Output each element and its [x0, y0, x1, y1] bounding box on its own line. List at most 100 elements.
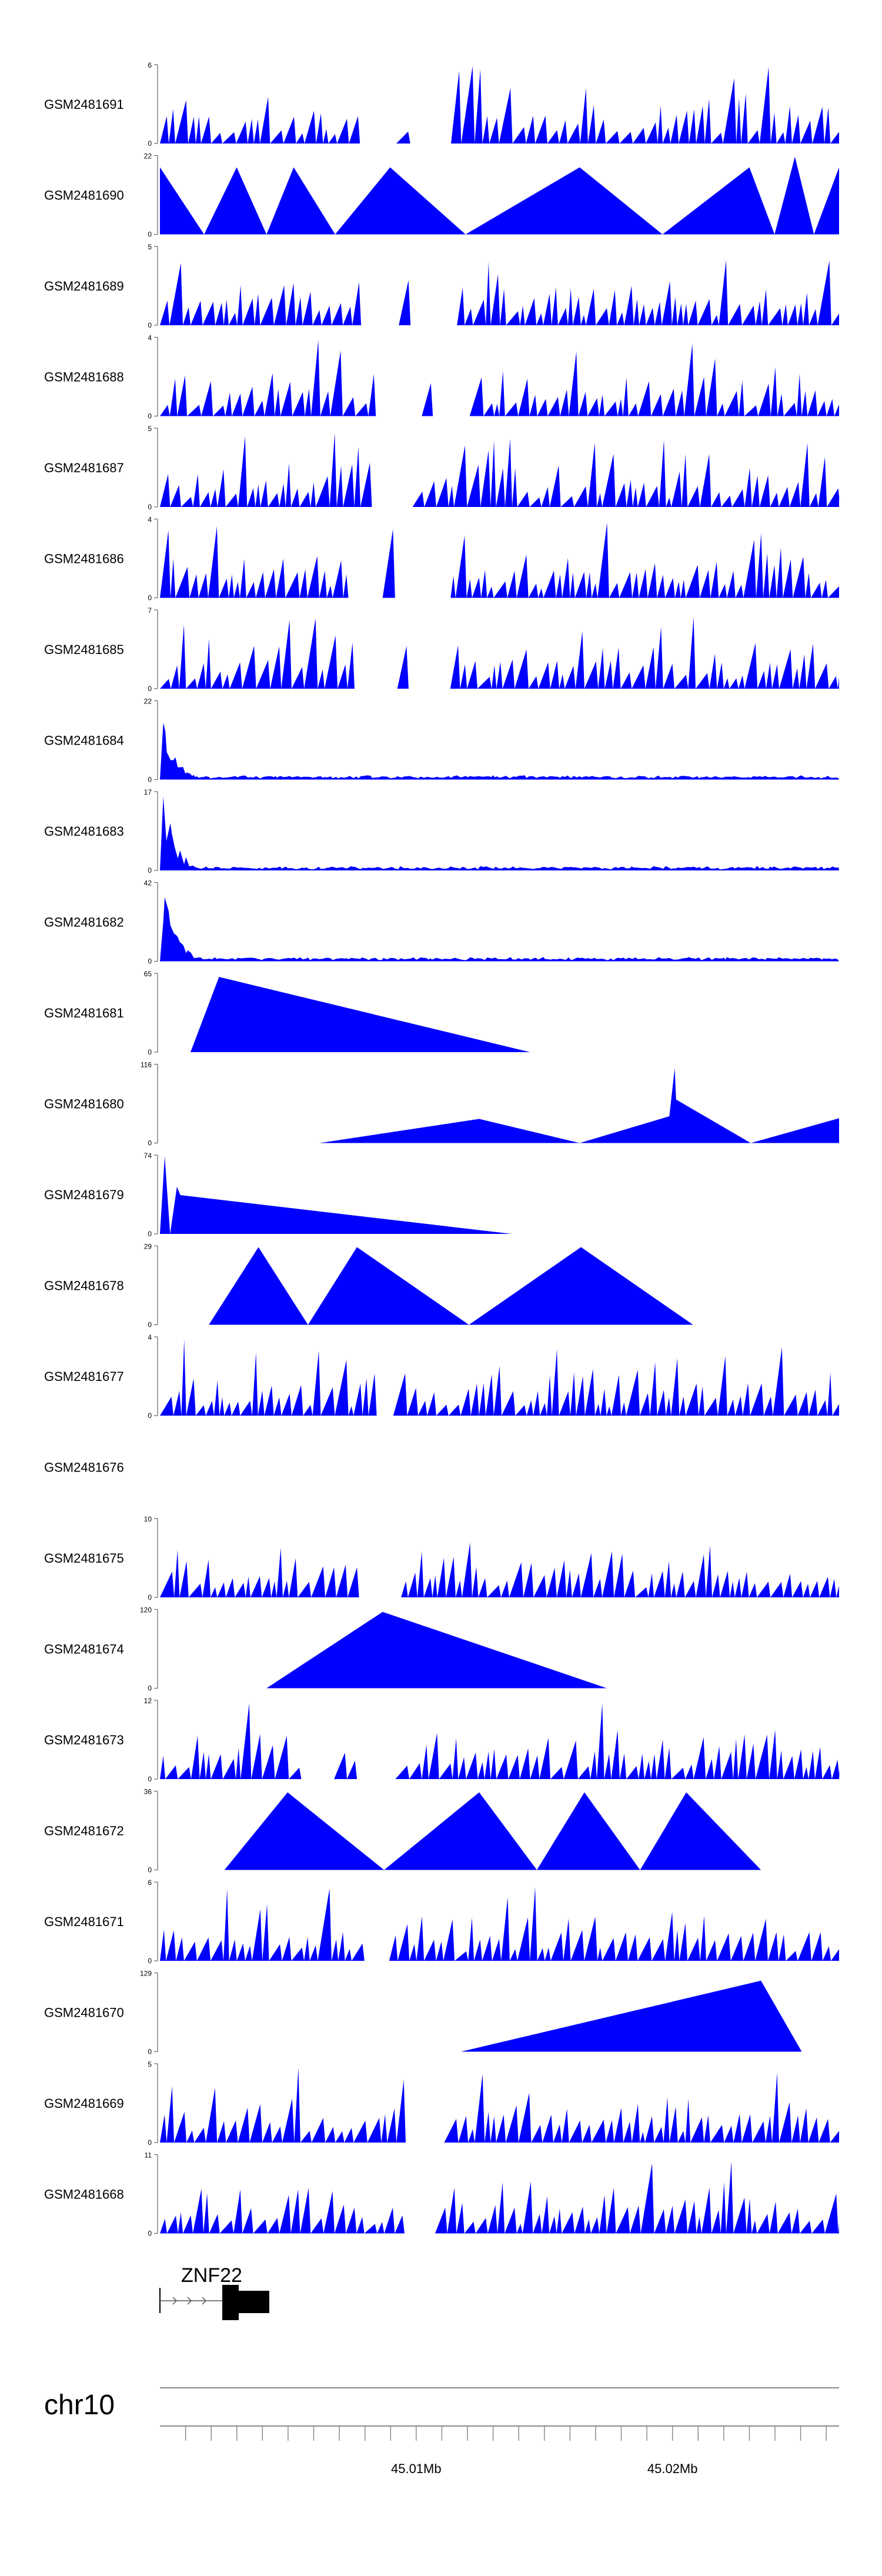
y-axis: 74 0	[144, 1152, 158, 1238]
track-GSM2481684: GSM2481684 22 0	[44, 698, 839, 784]
y-tick-label-max: 42	[144, 879, 152, 887]
genome-axis: chr10 45.01Mb 45.02Mb	[44, 2387, 839, 2476]
y-tick-label-max: 6	[148, 61, 152, 69]
y-tick-label-max: 5	[148, 2060, 152, 2068]
y-tick-label-max: 29	[144, 1243, 152, 1251]
y-tick-label-max: 6	[148, 1878, 152, 1887]
y-axis: 10 0	[144, 1515, 158, 1601]
y-tick-label-min: 0	[148, 1684, 152, 1693]
strand-arrow	[172, 2297, 178, 2305]
y-tick-label-min: 0	[148, 1321, 152, 1329]
y-tick-label-min: 0	[148, 503, 152, 511]
y-tick-label-min: 0	[148, 1048, 152, 1056]
track-label: GSM2481677	[44, 1369, 124, 1384]
y-tick-label-min: 0	[148, 594, 152, 602]
signal-area	[224, 1792, 761, 1870]
y-axis: 40	[148, 1333, 158, 1420]
y-axis: 11 0	[145, 2151, 158, 2238]
y-axis: 42 0	[144, 879, 158, 966]
y-tick-label-min: 0	[148, 685, 152, 693]
y-tick-label-max: 10	[144, 1515, 152, 1523]
track-label: GSM2481688	[44, 370, 124, 385]
gene-exon	[222, 2285, 239, 2320]
track-label: GSM2481675	[44, 1551, 124, 1566]
y-axis: 40	[148, 516, 158, 602]
y-axis: 60	[148, 1878, 158, 1965]
y-axis: 70	[148, 606, 158, 693]
y-tick-label-max: 74	[144, 1152, 152, 1160]
signal-area	[160, 1887, 839, 1961]
y-tick-label-min: 0	[148, 321, 152, 329]
y-axis: 116 0	[141, 1061, 158, 1147]
chromosome-label: chr10	[44, 2390, 115, 2421]
track-label: GSM2481686	[44, 552, 124, 566]
signal-area	[191, 977, 530, 1052]
y-tick-label-min: 0	[148, 1593, 152, 1601]
signal-area	[160, 796, 839, 870]
y-tick-label-min: 0	[148, 957, 152, 966]
track-label: GSM2481673	[44, 1733, 124, 1747]
gene-exon	[239, 2291, 269, 2313]
axis-tick-label: 45.01Mb	[391, 2461, 442, 2476]
signal-area	[160, 66, 839, 144]
y-tick-label-min: 0	[148, 1412, 152, 1420]
track-label: GSM2481669	[44, 2096, 124, 2111]
y-axis: 50	[148, 2060, 158, 2147]
signal-tracks: GSM248169160GSM2481690220GSM248168950GSM…	[44, 61, 840, 2238]
signal-area	[160, 340, 839, 416]
signal-area	[160, 522, 839, 598]
signal-area	[160, 2161, 839, 2234]
y-tick-label-max: 22	[144, 698, 152, 706]
y-tick-label-min: 0	[148, 412, 152, 421]
y-tick-label-max: 4	[148, 334, 152, 342]
y-tick-label-max: 5	[148, 425, 152, 433]
track-label: GSM2481683	[44, 824, 124, 839]
y-tick-label-max: 4	[148, 516, 152, 524]
strand-arrow	[187, 2297, 192, 2305]
track-label: GSM2481668	[44, 2187, 124, 2202]
y-axis: 50	[148, 425, 158, 511]
track-GSM2481680: GSM2481680 116 0	[44, 1061, 839, 1147]
signal-area	[160, 1542, 839, 1597]
track-GSM2481691: GSM2481691 60	[44, 61, 839, 148]
signal-area	[160, 616, 839, 689]
y-tick-label-min: 0	[148, 866, 152, 875]
track-GSM2481674: GSM2481674 120 0	[44, 1606, 607, 1693]
track-label: GSM2481682	[44, 915, 124, 930]
track-label: GSM2481670	[44, 2006, 124, 2020]
track-label: GSM2481691	[44, 97, 124, 112]
y-tick-label-min: 0	[148, 1957, 152, 1965]
strand-arrow	[202, 2297, 207, 2305]
track-GSM2481683: GSM2481683 17 0	[44, 788, 839, 875]
signal-area	[266, 1611, 607, 1689]
track-GSM2481681: GSM2481681 65 0	[44, 970, 530, 1056]
y-tick-label-min: 0	[148, 1230, 152, 1238]
signal-area	[160, 2067, 839, 2143]
y-tick-label-max: 11	[145, 2151, 152, 2160]
axis-tick-label: 45.02Mb	[647, 2461, 698, 2476]
track-label: GSM2481672	[44, 1824, 124, 1838]
signal-area	[319, 1068, 839, 1143]
track-label: GSM2481679	[44, 1187, 124, 1202]
y-axis: 17 0	[144, 788, 158, 875]
y-axis: 60	[148, 61, 158, 148]
y-tick-label-min: 0	[148, 2048, 152, 2056]
track-label: GSM2481684	[44, 733, 124, 748]
y-tick-label-min: 0	[148, 231, 152, 239]
track-GSM2481673: GSM2481673 12 0	[44, 1697, 840, 1783]
y-axis: 12 0	[144, 1697, 158, 1783]
track-GSM2481677: GSM2481677 40	[44, 1333, 839, 1420]
track-label: GSM2481676	[44, 1460, 124, 1475]
track-GSM2481672: GSM2481672 36 0	[44, 1788, 761, 1874]
track-GSM2481676: GSM2481676	[44, 1460, 124, 1475]
y-tick-label-min: 0	[148, 2138, 152, 2147]
track-GSM2481688: GSM2481688 4 0	[44, 334, 839, 421]
y-tick-label-min: 0	[148, 1775, 152, 1783]
signal-area	[160, 1156, 512, 1234]
